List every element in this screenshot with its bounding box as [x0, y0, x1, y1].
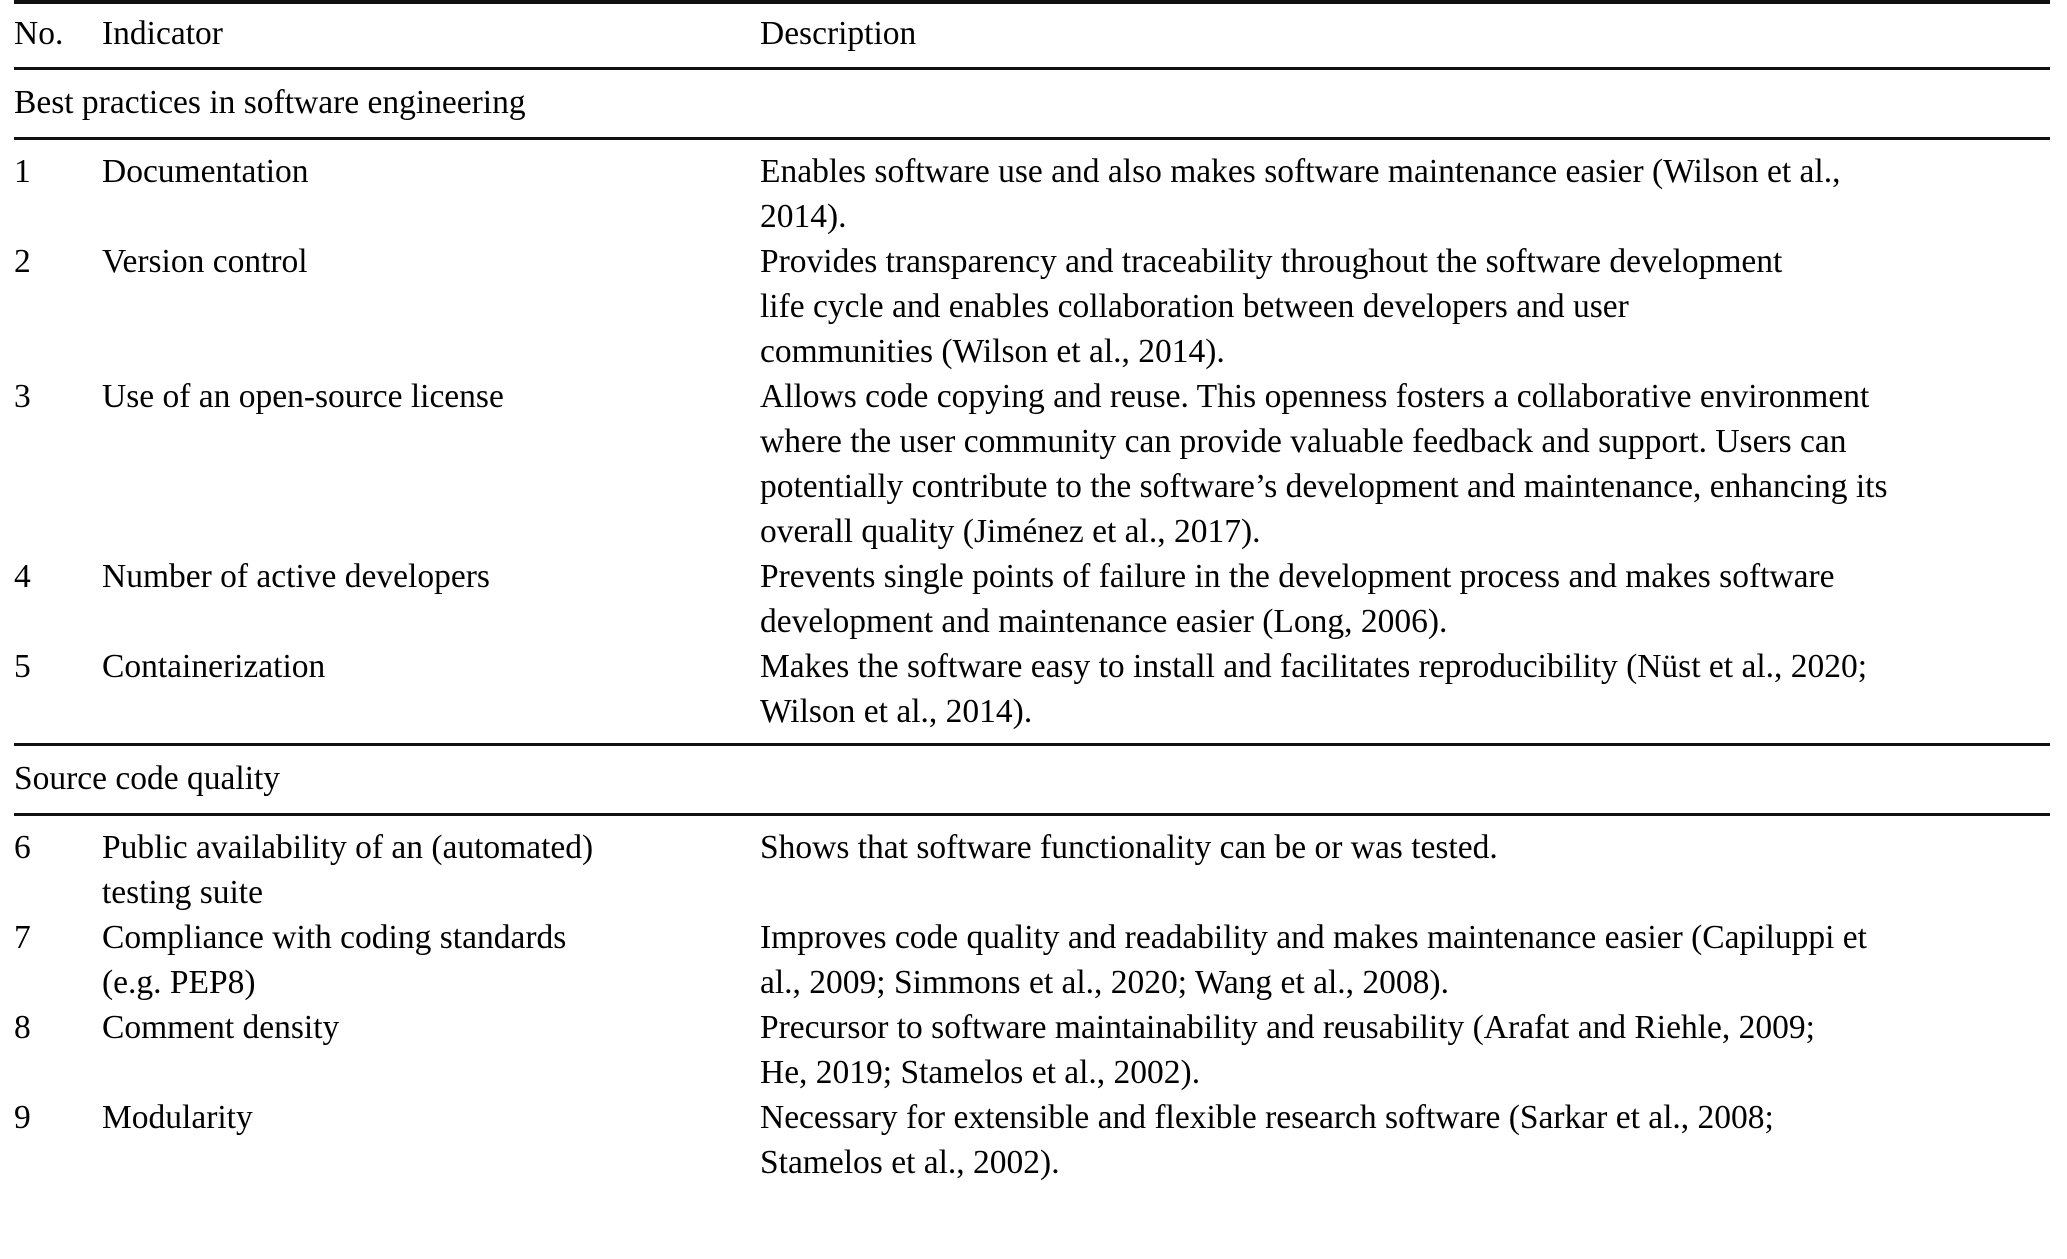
row-description: Precursor to software maintainability an… — [760, 1005, 2050, 1095]
table-row: 6 Public availability of an (automated) te… — [14, 814, 2050, 916]
row-description: Prevents single points of failure in the… — [760, 554, 2050, 644]
row-number: 8 — [14, 1009, 31, 1046]
row-description-line: communities (Wilson et al., 2014). — [760, 333, 1225, 370]
table-row: 7 Compliance with coding standards (e.g. P… — [14, 915, 2050, 1005]
row-indicator-line: Use of an open-source license — [102, 378, 504, 415]
row-description-line: Provides transparency and traceability t… — [760, 243, 1783, 280]
row-indicator-line: Documentation — [102, 153, 309, 190]
row-indicator: Containerization — [102, 644, 760, 745]
row-description-line: Enables software use and also makes soft… — [760, 153, 1841, 190]
table-row: 4 Number of active developers Prevents sin… — [14, 554, 2050, 644]
row-description-line: where the user community can provide val… — [760, 423, 1847, 460]
row-indicator: Comment density — [102, 1005, 760, 1095]
indicator-table-container: No. Indicator Description Best practices… — [14, 0, 2050, 1194]
row-indicator: Compliance with coding standards (e.g. PE… — [102, 915, 760, 1005]
table-group-header-row: Source code quality — [14, 744, 2050, 815]
row-description-line: Precursor to software maintainability an… — [760, 1009, 1815, 1046]
table-row: 8 Comment density Precursor to software ma… — [14, 1005, 2050, 1095]
row-number: 2 — [14, 243, 31, 280]
row-indicator-line: (e.g. PEP8) — [102, 964, 256, 1001]
row-indicator-line: Number of active developers — [102, 558, 490, 595]
row-description-line: Prevents single points of failure in the… — [760, 558, 1835, 595]
table-group-header-row: Best practices in software engineering — [14, 68, 2050, 139]
column-header-description: Description — [760, 15, 917, 52]
row-description-line: Improves code quality and readability an… — [760, 919, 1867, 956]
row-description-line: Wilson et al., 2014). — [760, 693, 1033, 730]
row-description: Allows code copying and reuse. This open… — [760, 374, 2050, 554]
row-indicator: Documentation — [102, 139, 760, 240]
row-description-line: He, 2019; Stamelos et al., 2002). — [760, 1054, 1201, 1091]
row-number: 7 — [14, 919, 31, 956]
row-indicator-line: testing suite — [102, 874, 263, 911]
row-description-line: development and maintenance easier (Long… — [760, 603, 1448, 640]
row-number: 6 — [14, 829, 31, 866]
row-description-line: Stamelos et al., 2002). — [760, 1144, 1060, 1181]
table-row: 1 Documentation Enables software use and a… — [14, 138, 2050, 240]
row-description-line: Shows that software functionality can be… — [760, 829, 1498, 866]
table-group-title: Best practices in software engineering — [14, 84, 526, 121]
row-number: 4 — [14, 558, 31, 595]
row-description: Necessary for extensible and flexible re… — [760, 1095, 2050, 1194]
row-indicator-line: Comment density — [102, 1009, 340, 1046]
row-indicator-line: Containerization — [102, 648, 326, 685]
column-header-indicator: Indicator — [102, 15, 223, 52]
row-description-line: 2014). — [760, 198, 847, 235]
row-indicator: Version control — [102, 239, 760, 374]
table-header-row: No. Indicator Description — [14, 2, 2050, 69]
table-header: No. Indicator Description — [14, 2, 2050, 69]
table-row: 2 Version control Provides transparency an… — [14, 239, 2050, 374]
row-description: Makes the software easy to install and f… — [760, 644, 2050, 745]
line-spacer — [760, 870, 2050, 915]
row-number: 3 — [14, 378, 31, 415]
table-row: 5 Containerization Makes the software easy… — [14, 644, 2050, 745]
row-indicator-line: Version control — [102, 243, 308, 280]
indicator-table: No. Indicator Description Best practices… — [14, 0, 2050, 1194]
table-body: Best practices in software engineering 1 D… — [14, 68, 2050, 1195]
row-description: Shows that software functionality can be… — [760, 815, 2050, 916]
row-indicator: Modularity — [102, 1095, 760, 1194]
row-description-line: life cycle and enables collaboration bet… — [760, 288, 1629, 325]
row-number: 5 — [14, 648, 31, 685]
row-number: 1 — [14, 153, 31, 190]
row-description: Improves code quality and readability an… — [760, 915, 2050, 1005]
table-row: 3 Use of an open-source license Allows cod… — [14, 374, 2050, 554]
column-header-no: No. — [14, 15, 64, 52]
row-description: Provides transparency and traceability t… — [760, 239, 2050, 374]
row-indicator: Number of active developers — [102, 554, 760, 644]
table-row: 9 Modularity Necessary for extensible and … — [14, 1095, 2050, 1194]
row-description-line: Makes the software easy to install and f… — [760, 648, 1868, 685]
row-number: 9 — [14, 1099, 31, 1136]
row-description-line: Necessary for extensible and flexible re… — [760, 1099, 1774, 1136]
table-group-title: Source code quality — [14, 760, 281, 797]
row-indicator-line: Compliance with coding standards — [102, 919, 567, 956]
row-description-line: Allows code copying and reuse. This open… — [760, 378, 1870, 415]
row-indicator: Public availability of an (automated) tes… — [102, 815, 760, 916]
row-indicator-line: Public availability of an (automated) — [102, 829, 594, 866]
row-description-line: al., 2009; Simmons et al., 2020; Wang et… — [760, 964, 1449, 1001]
row-description-line: potentially contribute to the software’s… — [760, 468, 1888, 505]
row-indicator: Use of an open-source license — [102, 374, 760, 554]
row-description: Enables software use and also makes soft… — [760, 139, 2050, 240]
row-indicator-line: Modularity — [102, 1099, 253, 1136]
row-description-line: overall quality (Jiménez et al., 2017). — [760, 513, 1261, 550]
